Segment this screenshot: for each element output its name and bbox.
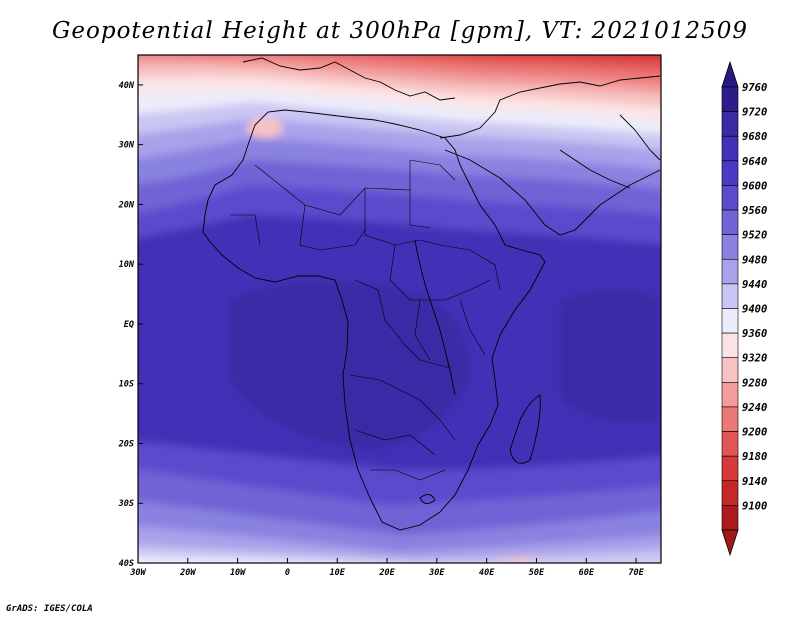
colorbar-swatch xyxy=(721,160,739,186)
colorbar-swatch xyxy=(721,357,739,383)
colorbar-swatch xyxy=(721,505,739,531)
longitude-label: 50E xyxy=(529,568,545,578)
colorbar-label: 9720 xyxy=(742,107,767,119)
map-figure: 40N 30N 20N 10N EQ 10S 20S 30S 40S 30W 20W 10W 0 10E… xyxy=(118,54,767,578)
longitude-label: 30E xyxy=(428,568,445,578)
latitude-label: 40N xyxy=(119,81,135,91)
colorbar-swatch xyxy=(721,135,739,162)
colorbar-label: 9760 xyxy=(742,82,767,94)
latitude-label: EQ xyxy=(124,320,134,330)
colorbar-swatch xyxy=(721,209,739,235)
longitude-label: 20W xyxy=(179,568,196,578)
longitude-label: 10W xyxy=(230,568,246,578)
colorbar-label: 9560 xyxy=(742,205,767,217)
latitude-label: 40S xyxy=(119,559,134,569)
colorbar-label: 9600 xyxy=(742,180,767,192)
longitude-labels: 30W 20W 10W 0 10E 20E 30E 40E 50E 60E 70E xyxy=(129,558,645,578)
map-title: Geopotential Height at 300hPa [gpm], VT:… xyxy=(52,18,748,44)
colorbar-label: 9640 xyxy=(742,156,767,168)
colorbar-label: 9200 xyxy=(742,427,767,439)
latitude-labels: 40N 30N 20N 10N EQ 10S 20S 30S 40S xyxy=(118,81,143,569)
colorbar-swatch xyxy=(721,308,739,334)
colorbar-label: 9520 xyxy=(742,230,767,242)
colorbar-label: 9320 xyxy=(742,353,767,365)
colorbar-label: 9180 xyxy=(742,451,767,463)
latitude-label: 10N xyxy=(119,260,135,270)
colorbar-swatch xyxy=(721,455,739,482)
colorbar-label: 9140 xyxy=(742,476,767,488)
longitude-label: 60E xyxy=(579,568,595,578)
colorbar-label: 9400 xyxy=(742,304,767,316)
colorbar-swatch xyxy=(721,431,739,457)
latitude-label: 30S xyxy=(118,499,134,509)
latitude-label: 20N xyxy=(118,200,135,210)
height-field xyxy=(138,55,661,563)
colorbar-label: 9280 xyxy=(742,377,767,389)
colorbar-swatch xyxy=(721,86,739,112)
country-borders xyxy=(230,159,501,481)
longitude-label: 40E xyxy=(479,568,495,578)
colorbar-label: 9680 xyxy=(742,131,767,143)
longitude-label: 20E xyxy=(378,568,395,578)
colorbar-label: 9100 xyxy=(742,500,767,512)
colorbar-swatch xyxy=(721,406,739,432)
latitude-label: 10S xyxy=(119,380,134,390)
longitude-label: 70E xyxy=(628,568,644,578)
colorbar-swatch xyxy=(721,185,739,211)
colorbar-swatch xyxy=(721,382,739,408)
colorbar-label: 9480 xyxy=(742,254,767,266)
colorbar-swatch xyxy=(721,480,739,506)
longitude-label: 0 xyxy=(285,568,290,578)
colorbar-swatch xyxy=(721,258,739,285)
colorbar-swatch xyxy=(721,234,739,260)
footer-credit: GrADS: IGES/COLA xyxy=(6,604,93,614)
colorbar-over-arrow xyxy=(721,60,739,88)
colorbar: 9760 9720 9680 9640 9600 9560 9520 9480 9440 9400… xyxy=(721,60,767,557)
map-frame xyxy=(137,54,662,564)
colorbar-label: 9240 xyxy=(742,402,767,414)
longitude-label: 10E xyxy=(330,568,346,578)
colorbar-swatch xyxy=(721,283,739,309)
latitude-label: 30N xyxy=(118,141,135,151)
coastlines xyxy=(202,57,661,531)
colorbar-swatch xyxy=(721,332,739,359)
colorbar-label: 9360 xyxy=(742,328,767,340)
longitude-label: 30W xyxy=(129,568,146,578)
colorbar-label: 9440 xyxy=(742,279,767,291)
latitude-label: 20S xyxy=(118,439,134,449)
colorbar-under-arrow xyxy=(721,529,739,557)
colorbar-swatch xyxy=(721,111,739,137)
